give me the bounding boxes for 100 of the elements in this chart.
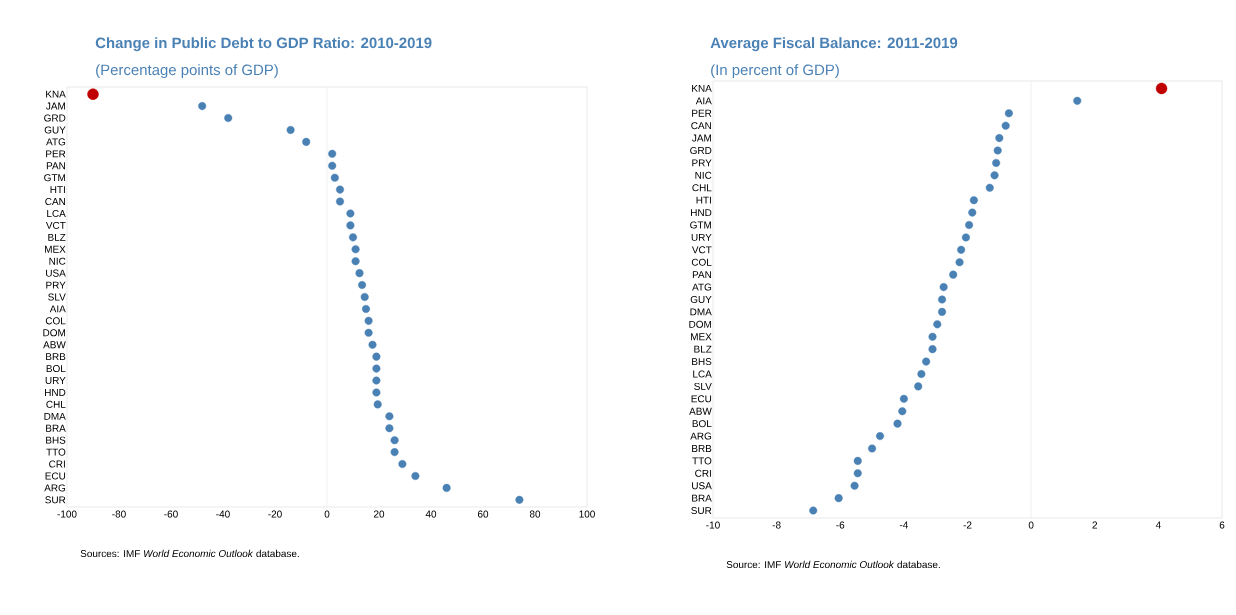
point — [362, 304, 370, 313]
y-tick-label: MEX — [45, 245, 66, 253]
point — [349, 233, 357, 242]
point — [328, 161, 337, 170]
point — [969, 196, 978, 205]
y-tick-label: GUY — [44, 126, 66, 134]
chart-subtitle: (In percent of GDP) — [711, 64, 839, 79]
x-tick-label: -6 — [836, 521, 845, 529]
y-tick-label: ABW — [43, 341, 66, 349]
point — [850, 481, 859, 490]
point — [868, 444, 877, 453]
y-tick-label: VCT — [691, 246, 712, 254]
point — [360, 293, 369, 301]
x-tick-label: 20 — [373, 510, 385, 518]
point — [358, 281, 367, 290]
y-tick-label: GRD — [690, 147, 712, 155]
point — [346, 221, 355, 230]
y-tick-label: CAN — [45, 198, 65, 206]
y-tick-label: NIC — [49, 257, 66, 265]
point — [351, 245, 360, 254]
x-tick-label: 2 — [1092, 521, 1098, 529]
x-tick-label: -60 — [164, 510, 178, 518]
x-tick-label: 60 — [477, 510, 489, 518]
y-tick-label: GRD — [44, 114, 66, 122]
point — [993, 146, 1002, 155]
y-tick-label: HTI — [50, 186, 65, 194]
point — [351, 257, 360, 266]
x-tick-label: 4 — [1155, 521, 1161, 529]
point — [372, 364, 381, 373]
point — [385, 424, 394, 433]
y-tick-label: BRB — [46, 353, 66, 361]
point — [1001, 121, 1010, 130]
point — [968, 208, 977, 217]
y-tick-label: PER — [46, 150, 66, 158]
y-tick-label: HND — [691, 209, 712, 217]
point — [955, 258, 964, 267]
x-tick-label: 0 — [1028, 521, 1034, 529]
point — [368, 340, 377, 349]
point — [336, 197, 344, 206]
y-tick-label: GTM — [44, 174, 65, 182]
point — [928, 345, 937, 354]
y-tick-label: LCA — [47, 209, 66, 217]
y-tick-label: COL — [45, 317, 66, 325]
point — [876, 432, 885, 441]
y-tick-label: TTO — [692, 457, 712, 465]
point — [398, 460, 407, 469]
point — [990, 171, 999, 180]
y-tick-label: DOM — [43, 329, 65, 337]
point — [198, 102, 207, 111]
point — [373, 400, 382, 409]
y-tick-label: BHS — [692, 358, 712, 366]
point — [853, 456, 862, 465]
y-tick-label: PRY — [692, 159, 712, 167]
x-tick-label: 6 — [1219, 521, 1225, 529]
y-tick-label: CHL — [692, 184, 712, 192]
point — [355, 269, 364, 278]
point — [965, 221, 974, 230]
y-tick-label: DMA — [44, 412, 66, 420]
x-tick-label: 40 — [425, 510, 437, 518]
point — [336, 185, 344, 194]
point — [961, 233, 970, 242]
y-tick-label: SUR — [691, 507, 712, 515]
point — [938, 307, 947, 316]
point — [328, 149, 337, 158]
point — [939, 283, 948, 292]
point — [224, 114, 233, 123]
point — [346, 209, 355, 218]
x-tick-label: -8 — [772, 521, 781, 529]
x-tick-label: -100 — [57, 510, 77, 518]
x-tick-label: -80 — [112, 510, 126, 518]
x-tick-label: 80 — [529, 510, 541, 518]
point — [411, 471, 420, 480]
y-tick-label: TTO — [46, 448, 66, 456]
y-tick-label: KNA — [46, 90, 66, 98]
y-tick-label: USA — [46, 269, 66, 277]
point — [949, 270, 958, 279]
chart-title: Change in Public Debt to GDP Ratio: 2010-2019 — [95, 37, 432, 52]
y-tick-label: BLZ — [48, 233, 66, 241]
y-tick-label: AIA — [695, 97, 712, 105]
y-tick-label: LCA — [693, 370, 712, 378]
y-tick-label: MEX — [691, 333, 712, 341]
y-tick-label: USA — [692, 482, 712, 490]
y-tick-label: COL — [691, 258, 712, 266]
point — [914, 382, 923, 391]
y-tick-label: BOL — [46, 365, 66, 373]
x-tick-label: 100 — [579, 510, 595, 518]
point — [938, 295, 947, 304]
point — [330, 173, 339, 182]
y-tick-label: CRI — [695, 469, 711, 477]
point — [1073, 96, 1082, 105]
point — [385, 412, 394, 421]
x-tick-label: -4 — [899, 521, 909, 529]
y-tick-label: NIC — [695, 171, 712, 179]
point — [1004, 109, 1013, 118]
y-tick-label: BRA — [46, 424, 66, 432]
point — [995, 134, 1004, 143]
point — [809, 506, 818, 515]
point — [834, 494, 843, 503]
point — [390, 436, 399, 445]
point — [933, 320, 942, 329]
